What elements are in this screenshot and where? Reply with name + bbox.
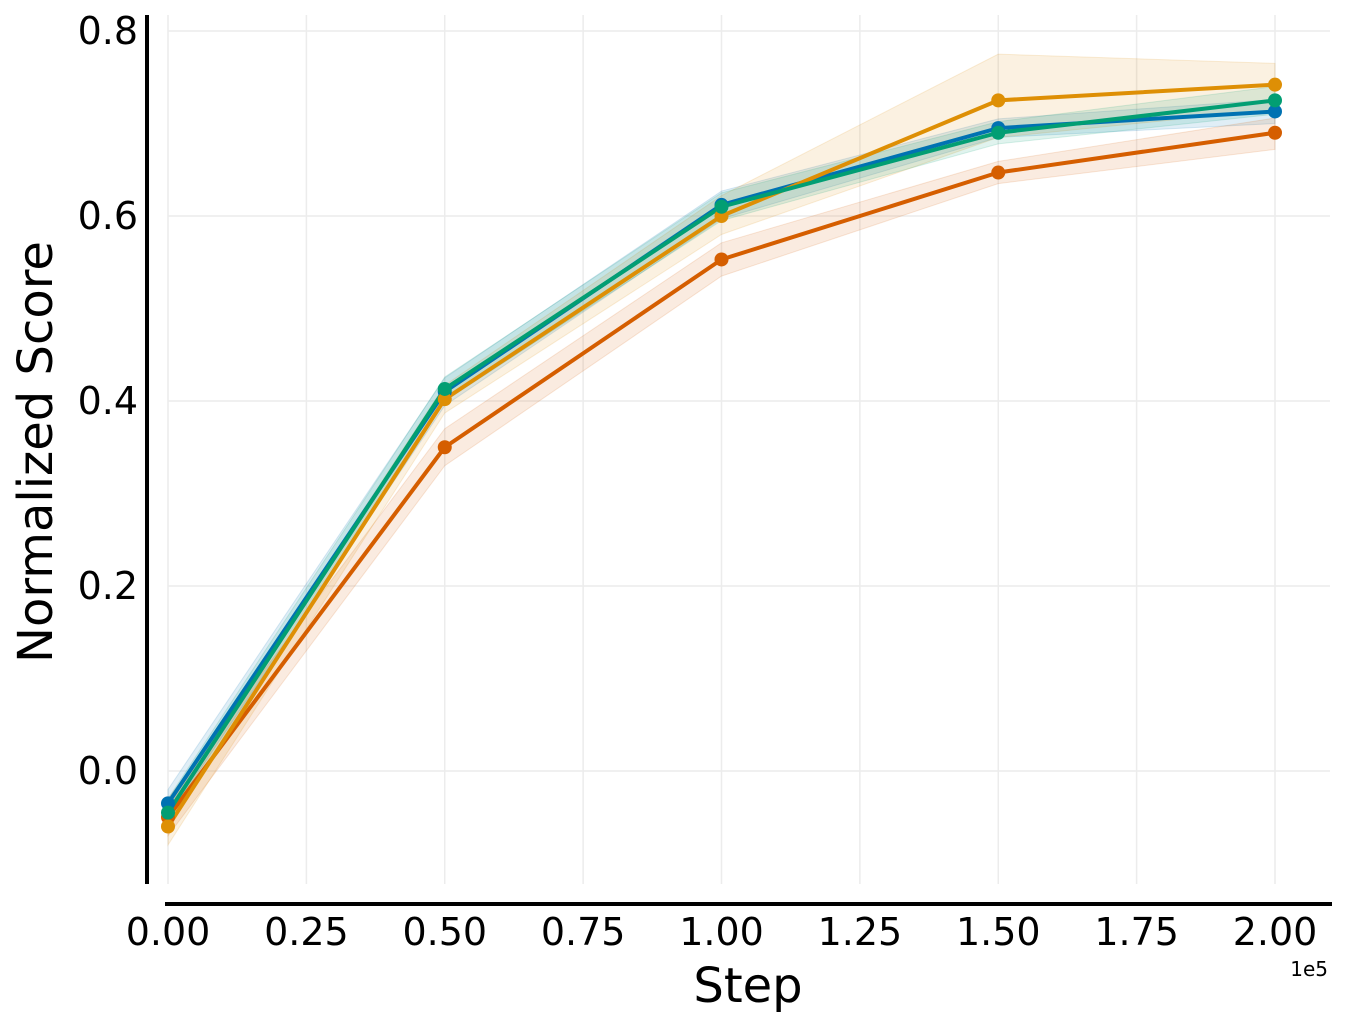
data-point <box>991 93 1006 108</box>
data-point <box>1268 93 1282 108</box>
x-tick-label: 2.00 <box>1233 910 1318 954</box>
x-tick-label: 1.75 <box>1094 910 1179 954</box>
data-point <box>437 392 452 407</box>
data-point <box>437 440 452 455</box>
x-tick-label: 0.75 <box>541 910 626 954</box>
y-tick-labels: 0.0 0.2 0.4 0.6 0.8 <box>78 9 138 793</box>
data-point <box>991 165 1006 180</box>
x-tick-label: 1.00 <box>679 910 764 954</box>
x-tick-label: 0.25 <box>264 910 349 954</box>
y-tick-label: 0.4 <box>78 379 138 423</box>
data-point <box>714 199 729 214</box>
x-tick-label: 0.50 <box>402 910 487 954</box>
data-point <box>1268 104 1282 119</box>
y-tick-label: 0.0 <box>78 749 138 793</box>
data-point <box>437 381 452 396</box>
y-tick-label: 0.8 <box>78 9 138 53</box>
data-point <box>161 819 175 834</box>
y-axis-label: Normalized Score <box>8 241 64 663</box>
data-point <box>161 805 175 820</box>
y-tick-label: 0.6 <box>78 194 138 238</box>
y-tick-label: 0.2 <box>78 564 138 608</box>
data-point <box>991 125 1006 140</box>
series-points <box>161 77 1282 834</box>
data-point <box>1268 77 1282 92</box>
x-tick-label: 1.50 <box>956 910 1041 954</box>
x-axis-offset-label: 1e5 <box>1290 957 1328 981</box>
x-tick-labels: 0.00 0.25 0.50 0.75 1.00 1.25 1.50 1.75 2.00 <box>126 910 1318 954</box>
data-point <box>714 252 729 267</box>
x-tick-label: 0.00 <box>126 910 211 954</box>
data-point <box>1268 125 1282 140</box>
x-tick-label: 1.25 <box>818 910 903 954</box>
x-axis-label: Step <box>693 958 802 1014</box>
